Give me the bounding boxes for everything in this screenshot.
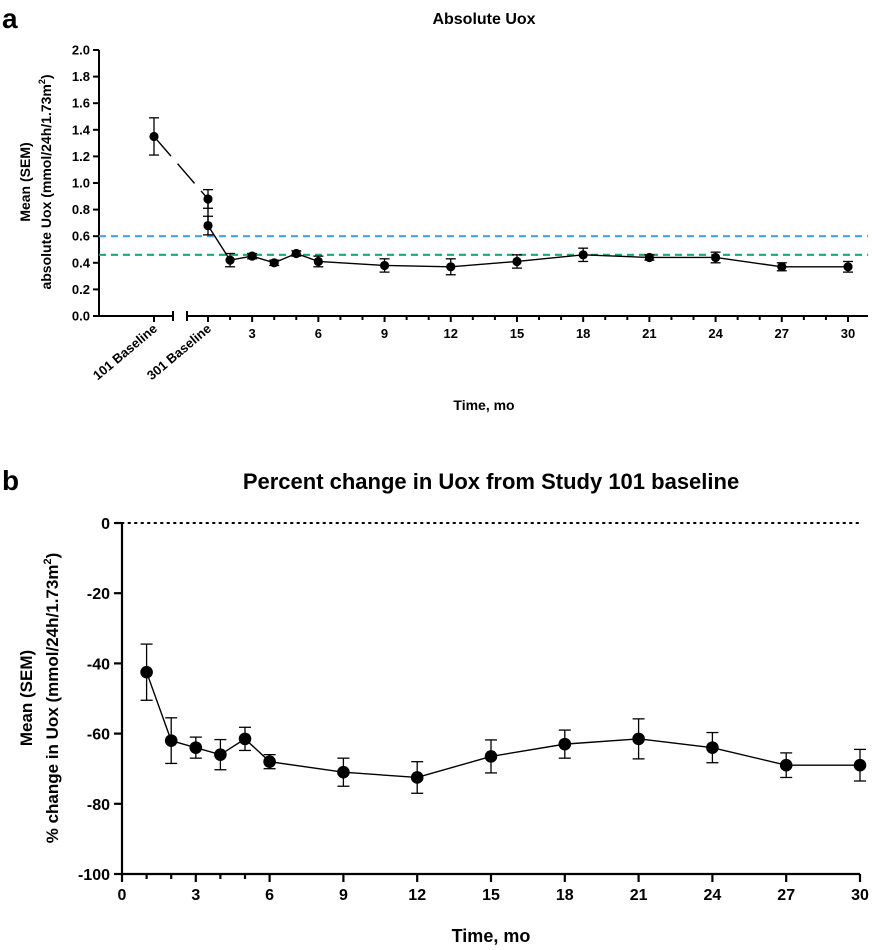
panel-b-y-tick-label: -60	[87, 727, 110, 744]
panel-b-data-point	[189, 741, 203, 754]
panel-a-data-point	[379, 260, 390, 271]
panel-a-ylabel-close: )	[38, 74, 54, 79]
panel-a-data-point	[225, 255, 235, 265]
panel-a-ylabel-line2: absolute Uox (mmol/24h/1.73m2)	[37, 74, 54, 289]
panel-a-data-point	[512, 256, 522, 267]
panel-b-ylabel-text: % change in Uox (mmol/24h/1.73m	[43, 565, 62, 844]
panel-b-x-axis: 0 3 6 9 12 15 18 21 24 27 30	[118, 872, 869, 904]
panel-b-ylabel-sup: 2	[42, 558, 54, 564]
panel-a-data-point	[710, 252, 721, 263]
panel-a-x-tick-label: 27	[775, 326, 789, 341]
panel-a-y-tick-label: 0.8	[72, 202, 90, 217]
panel-b-data-point	[263, 755, 276, 768]
panel-b-x-tick-label: 0	[118, 887, 127, 904]
panel-b-y-tick-label: -20	[87, 586, 110, 603]
panel-a-y-tick-label: 0.0	[72, 309, 90, 324]
panel-a-x-tick-label: 3	[249, 326, 256, 341]
panel-a-data-point	[149, 131, 159, 142]
panel-a-x-tick-label: 15	[510, 326, 524, 341]
panel-a: a Absolute Uox Mean (SEM) absolute Uox (…	[2, 3, 868, 413]
panel-a-y-tick-label: 0.6	[72, 229, 90, 244]
panel-a-data-point	[644, 252, 654, 263]
panel-b-data-point	[484, 750, 498, 763]
panel-b-y-axis: 0 -20 -40 -60 -80 -100	[78, 516, 124, 884]
panel-b-x-tick-label: 6	[265, 887, 274, 904]
panel-a-data-point	[777, 262, 787, 272]
panel-b-data-point	[238, 732, 252, 746]
panel-a-ylabel-sup: 2	[37, 79, 47, 84]
panel-a-data-point	[446, 262, 456, 272]
panel-a-y-tick-label: 1.4	[72, 122, 91, 137]
panel-b-data-point	[140, 665, 153, 679]
panel-b-data-point	[164, 734, 178, 747]
panel-a-x-tick-label: 12	[444, 326, 458, 341]
panel-b-x-tick-label: 21	[630, 887, 648, 904]
panel-a-xlabel: Time, mo	[453, 397, 514, 413]
panel-a-x-tick-label: 9	[381, 326, 388, 341]
panel-b: b Percent change in Uox from Study 101 b…	[2, 465, 869, 946]
panel-a-x-tick-label: 6	[315, 326, 322, 341]
panel-a-series-line	[207, 198, 848, 268]
panel-a-y-tick-label: 1.8	[72, 69, 90, 84]
panel-a-title: Absolute Uox	[432, 11, 535, 28]
panel-b-series-line	[145, 671, 860, 779]
panel-b-x-tick-label: 18	[556, 887, 574, 904]
panel-a-y-tick-label: 2.0	[72, 43, 90, 58]
panel-a-letter: a	[2, 3, 18, 34]
panel-b-series	[140, 643, 867, 794]
panel-a-y-tick-label: 1.2	[72, 149, 90, 164]
panel-b-ylabel-line1: Mean (SEM)	[17, 650, 36, 746]
panel-b-ylabel-close: )	[43, 553, 62, 559]
panel-b-data-point	[706, 741, 719, 754]
panel-b-data-point	[632, 732, 645, 746]
panel-a-ylabel-line1: Mean (SEM)	[17, 142, 33, 221]
panel-a-y-axis: 0.0 0.2 0.4 0.6 0.8 1.0 1.2 1.4 1.6 1.8 2.0	[72, 43, 100, 324]
panel-b-y-tick-label: -40	[87, 656, 110, 673]
panel-b-data-point	[853, 758, 867, 772]
panel-b-x-tick-label: 30	[851, 887, 869, 904]
panel-b-y-tick-label: -100	[78, 867, 110, 884]
panel-a-y-tick-label: 0.2	[72, 282, 90, 297]
panel-a-ylabel-text: absolute Uox (mmol/24h/1.73m	[38, 84, 54, 289]
panel-b-x-tick-label: 12	[408, 887, 426, 904]
panel-a-reference-lines	[99, 235, 868, 256]
panel-a-data-point	[843, 262, 853, 272]
panel-b-y-tick-label: 0	[101, 516, 110, 533]
panel-a-y-tick-label: 1.6	[72, 96, 90, 111]
panel-a-x-tick-label: 24	[708, 326, 723, 341]
panel-b-data-point	[337, 765, 350, 779]
panel-b-letter: b	[2, 465, 19, 496]
panel-b-data-point	[558, 737, 572, 751]
panel-a-series-break-line	[153, 135, 209, 200]
panel-b-data-point	[214, 748, 227, 761]
panel-b-x-tick-label: 9	[339, 887, 348, 904]
panel-a-data-point	[291, 248, 301, 259]
panel-a-y-tick-label: 1.0	[72, 176, 90, 191]
panel-a-x-tick-label: 30	[841, 326, 855, 341]
panel-b-data-point	[410, 771, 424, 784]
panel-a-data-point	[269, 258, 279, 268]
panel-a-x-tick-label: 21	[642, 326, 656, 341]
panel-a-series	[149, 117, 853, 276]
panel-b-x-tick-label: 27	[777, 887, 795, 904]
panel-a-data-point	[203, 220, 213, 231]
panel-b-y-tick-label: -80	[87, 797, 110, 814]
panel-a-y-tick-label: 0.4	[72, 255, 91, 270]
panel-b-xlabel: Time, mo	[452, 926, 531, 946]
panel-a-data-point	[578, 250, 588, 260]
panel-a-data-point	[313, 256, 323, 267]
panel-b-data-point	[779, 758, 793, 772]
panel-a-x-tick-label: 18	[576, 326, 590, 341]
panel-a-data-point	[203, 194, 213, 204]
panel-b-x-tick-label: 24	[704, 887, 722, 904]
panel-b-title: Percent change in Uox from Study 101 bas…	[243, 469, 739, 494]
panel-b-x-tick-label: 15	[482, 887, 500, 904]
panel-a-data-point	[247, 251, 257, 261]
panel-b-ylabel-line2: % change in Uox (mmol/24h/1.73m2)	[42, 553, 62, 844]
panel-b-x-tick-label: 3	[191, 887, 200, 904]
